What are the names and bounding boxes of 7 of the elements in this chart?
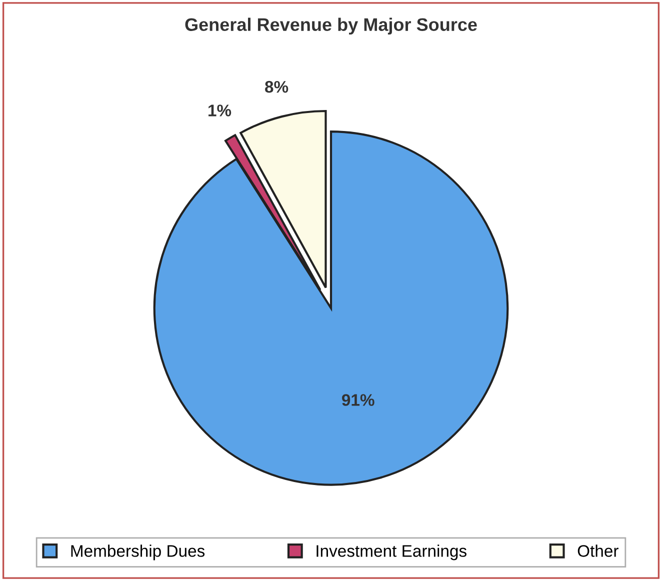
data-label: 8%	[265, 80, 288, 93]
legend-label: Investment Earnings	[316, 544, 466, 560]
legend-label: Membership Dues	[71, 544, 205, 560]
data-label: 1%	[208, 104, 232, 116]
chart-title: General Revenue by Major Source	[185, 18, 477, 35]
legend-label: Other	[578, 544, 618, 557]
data-label: 91%	[342, 394, 374, 406]
